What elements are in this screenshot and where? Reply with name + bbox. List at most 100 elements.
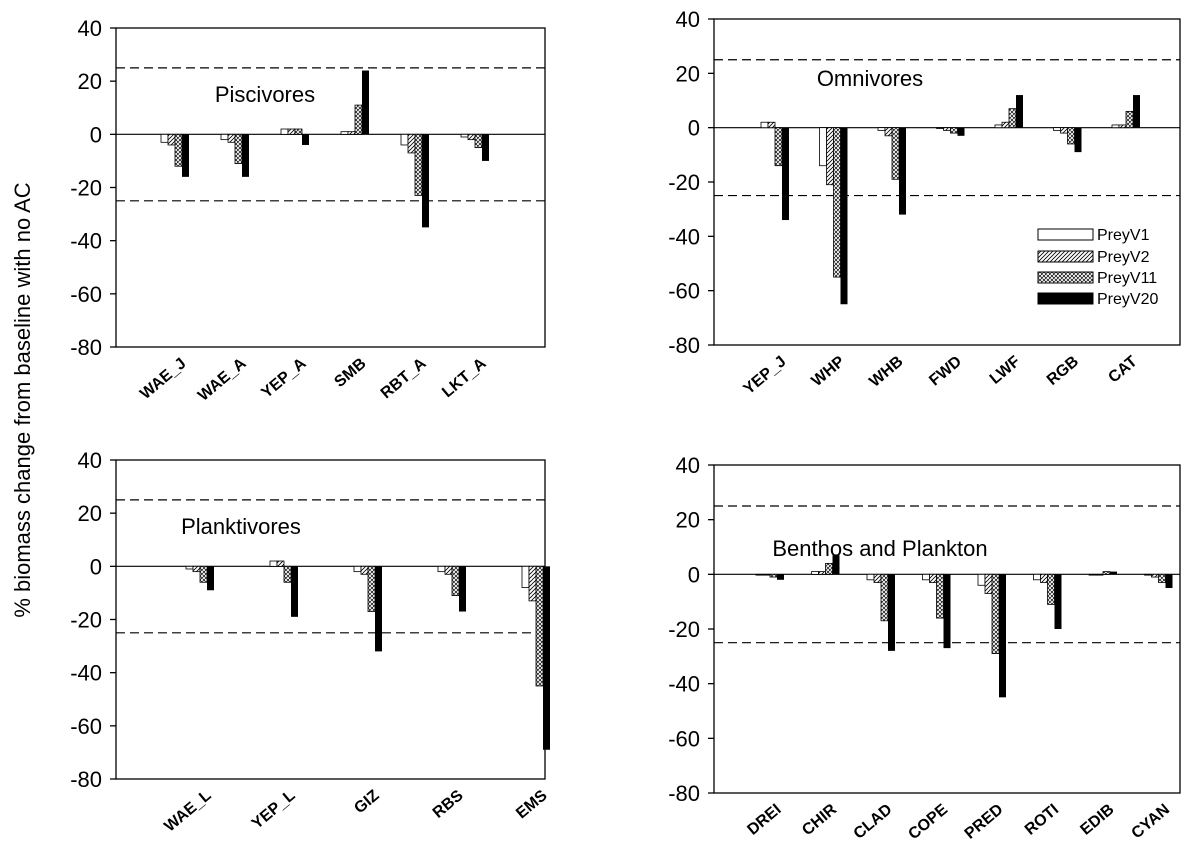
bar-rgb-preyv2: [1060, 127, 1068, 134]
panels: WAE_J WAE_A YEP_A SMB RBT_A LKT_A 40 20 0 -20 -40 -…: [70, 7, 1181, 843]
panel-title: Omnivores: [817, 66, 923, 91]
bar-rbs-preyv11: [451, 565, 460, 596]
plot-frame: [115, 27, 546, 348]
y-tick-label: -60: [668, 279, 700, 304]
y-tick-label: -40: [70, 661, 102, 686]
bar-cyan-preyv11: [1158, 573, 1166, 583]
y-tick-label: 20: [78, 69, 102, 94]
bar-drei-preyv20: [777, 574, 784, 580]
bar-clad-preyv1: [866, 573, 875, 581]
y-tick-label: -80: [70, 767, 102, 792]
bar-chir-preyv1: [811, 571, 819, 575]
bar-lkt-a-preyv2: [467, 133, 476, 141]
bar-lwf-preyv2: [1001, 121, 1010, 129]
bar-drei-preyv1: [755, 573, 764, 576]
category-label-yep-l: YEP_L: [249, 787, 299, 833]
bar-ems-preyv11: [535, 565, 544, 687]
bar-fwd-preyv11: [950, 127, 958, 134]
legend-label-preyv2: PreyV2: [1097, 249, 1150, 266]
bar-lwf-preyv20: [1016, 95, 1023, 128]
category-label-yep-j: YEP_J: [740, 353, 789, 398]
bar-cat-preyv2: [1118, 124, 1127, 129]
bar-cyan-preyv1: [1144, 573, 1152, 576]
bar-wae-a-preyv20: [242, 134, 249, 177]
y-tick-label: -80: [70, 335, 102, 360]
category-label-pred: PRED: [962, 801, 1007, 843]
bar-pred-preyv1: [977, 573, 986, 586]
y-tick-label: 40: [676, 453, 700, 478]
bar-wae-a-preyv1: [220, 133, 229, 141]
y-tick-label: -40: [668, 224, 700, 249]
bar-whp-preyv2: [826, 127, 834, 186]
bar-whb-preyv2: [884, 127, 893, 137]
y-tick-label: -20: [668, 617, 700, 642]
bar-wae-a-preyv11: [234, 133, 243, 164]
bar-roti-preyv20: [1054, 574, 1062, 629]
y-tick-label: -20: [70, 176, 102, 201]
bar-yep-a-preyv1: [280, 128, 289, 135]
bar-whb-preyv11: [891, 127, 900, 180]
y-tick-label: -80: [668, 781, 700, 806]
y-tick-label: 0: [90, 554, 102, 579]
bar-whp-preyv1: [819, 127, 827, 167]
bar-lwf-preyv11: [1008, 108, 1017, 129]
bar-cope-preyv1: [922, 573, 930, 581]
category-label-cyan: CYAN: [1129, 801, 1174, 842]
bar-lkt-a-preyv1: [460, 133, 469, 138]
bar-edib-preyv20: [1110, 571, 1117, 575]
y-tick-label: 40: [78, 16, 102, 41]
category-label-whp: WHP: [809, 353, 849, 390]
panel-piscivores: WAE_J WAE_A YEP_A SMB RBT_A LKT_A 40 20 0 -20 -40 -…: [70, 16, 546, 405]
bar-giz-preyv2: [360, 565, 369, 575]
legend: PreyV1 PreyV2 PreyV11 PreyV20: [1037, 227, 1158, 308]
bar-ems-preyv20: [543, 566, 550, 750]
panel-title: Planktivores: [181, 514, 301, 539]
category-label-roti: ROTI: [1022, 801, 1062, 839]
legend-swatch-preyv11: [1037, 271, 1094, 284]
bar-yep-j-preyv20: [782, 127, 789, 221]
legend-label-preyv20: PreyV20: [1097, 291, 1158, 308]
bar-cyan-preyv2: [1151, 573, 1159, 578]
bar-wae-l-preyv1: [185, 565, 194, 570]
y-tick-label: 0: [90, 122, 102, 147]
bar-yep-l-preyv2: [276, 560, 285, 567]
bar-rbt-a-preyv2: [407, 133, 416, 154]
bar-wae-a-preyv2: [227, 133, 236, 143]
legend-label-preyv1: PreyV1: [1097, 227, 1150, 244]
bar-roti-preyv11: [1047, 573, 1055, 605]
plot-frame: [115, 459, 546, 780]
category-label-rbt-a: RBT_A: [378, 355, 430, 403]
bar-yep-j-preyv11: [774, 127, 783, 167]
y-tick-label: -40: [70, 229, 102, 254]
category-label-rbs: RBS: [430, 787, 467, 822]
y-tick-label: -20: [70, 608, 102, 633]
bar-whp-preyv11: [833, 127, 841, 278]
legend-swatch-preyv1: [1037, 228, 1094, 241]
bar-giz-preyv20: [375, 566, 382, 652]
category-label-cat: CAT: [1105, 353, 1140, 387]
bar-cat-preyv20: [1133, 95, 1140, 128]
y-tick-label: 40: [78, 448, 102, 473]
bar-rgb-preyv20: [1074, 127, 1082, 153]
bar-wae-l-preyv20: [207, 566, 214, 591]
bar-clad-preyv11: [880, 573, 889, 622]
bar-pred-preyv2: [984, 573, 993, 594]
category-label-yep-a: YEP_A: [258, 355, 309, 402]
y-tick-label: -60: [70, 714, 102, 739]
bar-cope-preyv2: [929, 573, 937, 583]
bar-rgb-preyv1: [1053, 127, 1061, 131]
panel-title: Piscivores: [215, 82, 315, 107]
panel-omnivores: YEP_J WHP WHB FWD LWF RGB CAT 40 20 0 -20 -40 -60 -80…: [668, 7, 1181, 398]
category-label-drei: DREI: [744, 801, 784, 839]
y-tick-label: 20: [78, 501, 102, 526]
category-label-whb: WHB: [866, 353, 906, 391]
bar-lkt-a-preyv11: [474, 133, 483, 149]
bar-fwd-preyv20: [957, 127, 965, 136]
bar-whb-preyv20: [899, 127, 906, 215]
bar-lwf-preyv1: [994, 124, 1003, 129]
bar-yep-j-preyv2: [767, 121, 776, 129]
category-label-wae-j: WAE_J: [137, 355, 189, 403]
bar-cope-preyv20: [943, 574, 951, 649]
category-label-cope: COPE: [905, 801, 951, 843]
y-tick-label: 40: [676, 7, 700, 32]
